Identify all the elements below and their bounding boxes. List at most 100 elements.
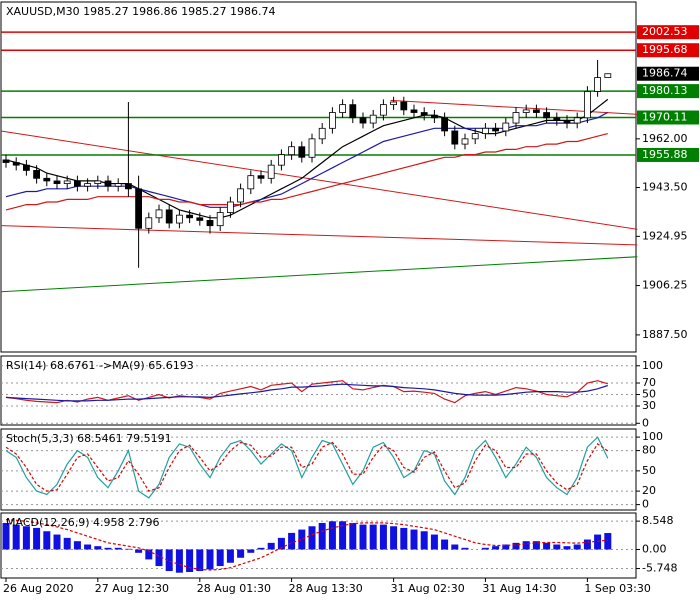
candle-body xyxy=(471,133,479,140)
candle-body xyxy=(145,217,153,229)
price-label: 1970.11 xyxy=(642,111,688,124)
histogram-bar xyxy=(124,548,132,550)
y-tick-label: 20 xyxy=(642,484,656,497)
x-tick-label: 31 Aug 02:30 xyxy=(391,582,465,595)
histogram-bar xyxy=(420,531,428,550)
candle-body xyxy=(533,109,540,113)
histogram-bar xyxy=(492,546,500,550)
price-label-box xyxy=(637,66,699,81)
trend-line xyxy=(0,256,638,293)
y-tick-label: 1962.00 xyxy=(642,132,688,145)
candle-body xyxy=(33,170,40,179)
series-line xyxy=(5,441,609,492)
candle-body xyxy=(175,214,183,224)
price-label: 1955.88 xyxy=(642,148,688,161)
histogram-bar xyxy=(359,524,367,550)
histogram-bar xyxy=(410,529,418,550)
y-tick-label: 30 xyxy=(642,399,656,412)
price-label-box xyxy=(637,84,699,99)
histogram-bar xyxy=(165,549,173,572)
histogram-bar xyxy=(73,541,81,550)
candle-body xyxy=(22,164,30,171)
price-label-box xyxy=(637,25,699,40)
candle-body xyxy=(196,217,204,221)
panel-frame xyxy=(0,1,637,353)
histogram-bar xyxy=(104,547,112,550)
candle-body xyxy=(63,180,71,184)
y-tick-label: 100 xyxy=(642,430,663,443)
candle-body xyxy=(481,127,489,134)
panel-title: XAUUSD,M30 1985.27 1986.86 1985.27 1986.… xyxy=(6,5,276,18)
y-tick-label: 0.00 xyxy=(642,542,667,555)
y-tick-label: 8.548 xyxy=(642,514,674,527)
panel-title: MACD(12,26,9) 4.958 2.796 xyxy=(6,516,160,529)
histogram-bar xyxy=(257,547,265,550)
candle-body xyxy=(502,122,510,132)
histogram-bar xyxy=(563,546,571,550)
histogram-bar xyxy=(461,547,469,550)
histogram-bar xyxy=(573,544,581,550)
candle-body xyxy=(216,212,224,227)
price-label: 2002.53 xyxy=(642,25,688,38)
y-tick-label: 1887.50 xyxy=(642,328,688,341)
histogram-bar xyxy=(12,524,20,550)
price-label-box xyxy=(637,147,699,162)
price-label-box xyxy=(637,43,699,58)
panel-title: Stoch(5,3,3) 68.5461 79.5191 xyxy=(6,432,172,445)
candle-body xyxy=(359,117,367,124)
candle-body xyxy=(604,73,612,79)
price-label-box xyxy=(637,110,699,125)
series-line xyxy=(5,519,608,571)
y-tick-label: 1943.50 xyxy=(642,181,688,194)
candle-body xyxy=(461,138,469,145)
candle-body xyxy=(594,77,601,92)
panel-title: RSI(14) 68.6761 ->MA(9) 65.6193 xyxy=(6,359,194,372)
histogram-bar xyxy=(84,544,92,550)
y-tick-label: 0 xyxy=(642,416,649,429)
candle-body xyxy=(84,183,91,187)
candle-body xyxy=(584,91,591,119)
candle-body xyxy=(226,201,234,213)
y-tick-label: 0 xyxy=(642,498,649,511)
price-label: 1995.68 xyxy=(642,43,688,56)
x-tick-label: 31 Aug 14:30 xyxy=(482,582,556,595)
y-tick-label: 100 xyxy=(642,359,663,372)
candle-body xyxy=(522,109,530,113)
candle-body xyxy=(410,109,418,113)
candle-body xyxy=(553,117,561,121)
price-label: 1986.74 xyxy=(642,67,688,80)
candle-body xyxy=(492,127,500,132)
histogram-bar xyxy=(175,549,183,573)
candle-body xyxy=(308,138,316,158)
histogram-bar xyxy=(583,539,591,550)
histogram-bar xyxy=(267,542,275,550)
candle-body xyxy=(573,117,581,124)
candle-body xyxy=(135,188,143,229)
histogram-bar xyxy=(155,549,163,567)
histogram-bar xyxy=(522,541,530,550)
series-line xyxy=(5,133,608,211)
x-tick-label: 27 Aug 12:30 xyxy=(95,582,169,595)
x-tick-label: 26 Aug 2020 xyxy=(3,582,73,595)
candle-body xyxy=(420,112,428,116)
panel-frame xyxy=(0,355,637,426)
histogram-bar xyxy=(33,527,41,550)
histogram-bar xyxy=(288,532,296,550)
candle-body xyxy=(339,104,347,113)
y-tick-label: 50 xyxy=(642,388,656,401)
panel-frame xyxy=(0,428,637,511)
candle-body xyxy=(155,209,163,219)
histogram-bar xyxy=(186,549,194,573)
series-line xyxy=(5,383,608,402)
histogram-bar xyxy=(237,549,245,558)
candle-body xyxy=(74,180,81,187)
histogram-bar xyxy=(553,544,561,550)
candle-body xyxy=(257,175,265,179)
histogram-bar xyxy=(114,547,122,550)
candle-body xyxy=(43,177,51,182)
candle-body xyxy=(206,220,214,227)
candle-body xyxy=(237,188,245,203)
histogram-bar xyxy=(481,547,489,550)
